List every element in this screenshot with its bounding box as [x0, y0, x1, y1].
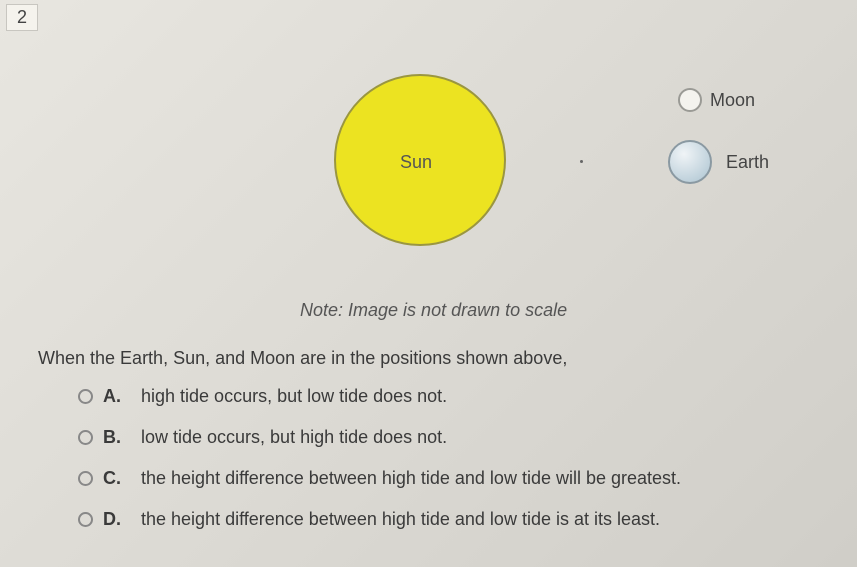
- choice-text: low tide occurs, but high tide does not.: [141, 427, 447, 448]
- sun-label: Sun: [400, 152, 432, 173]
- reference-dot: [580, 160, 583, 163]
- earth-label: Earth: [726, 152, 769, 173]
- moon-circle: [678, 88, 702, 112]
- question-stem: When the Earth, Sun, and Moon are in the…: [38, 348, 567, 369]
- radio-icon[interactable]: [78, 389, 93, 404]
- choice-text: the height difference between high tide …: [141, 468, 681, 489]
- earth-circle: [668, 140, 712, 184]
- choice-d[interactable]: D. the height difference between high ti…: [78, 509, 681, 530]
- radio-icon[interactable]: [78, 430, 93, 445]
- choice-a[interactable]: A. high tide occurs, but low tide does n…: [78, 386, 681, 407]
- choice-label: D.: [103, 509, 123, 530]
- diagram-container: Sun Moon Earth: [0, 60, 857, 280]
- choice-label: C.: [103, 468, 123, 489]
- radio-icon[interactable]: [78, 512, 93, 527]
- radio-icon[interactable]: [78, 471, 93, 486]
- choice-text: the height difference between high tide …: [141, 509, 660, 530]
- question-number: 2: [6, 4, 38, 31]
- choice-label: B.: [103, 427, 123, 448]
- choice-label: A.: [103, 386, 123, 407]
- choice-c[interactable]: C. the height difference between high ti…: [78, 468, 681, 489]
- moon-label: Moon: [710, 90, 755, 111]
- choices-list: A. high tide occurs, but low tide does n…: [78, 386, 681, 550]
- choice-b[interactable]: B. low tide occurs, but high tide does n…: [78, 427, 681, 448]
- scale-note: Note: Image is not drawn to scale: [300, 300, 567, 321]
- choice-text: high tide occurs, but low tide does not.: [141, 386, 447, 407]
